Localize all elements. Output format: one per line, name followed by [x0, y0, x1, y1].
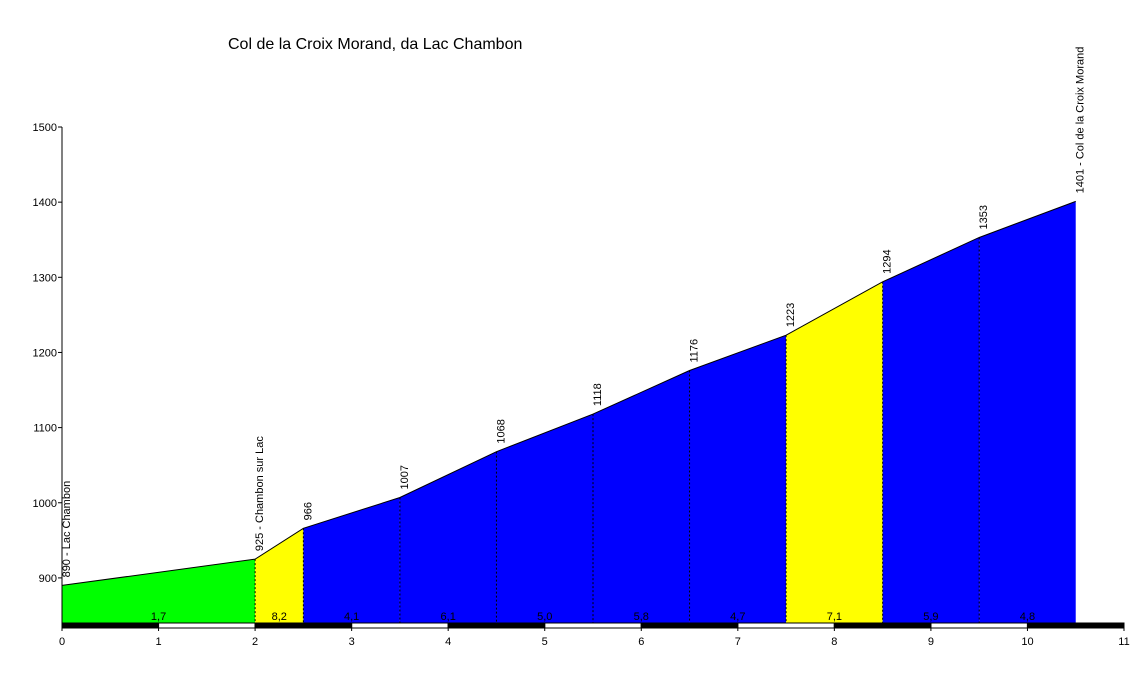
y-tick-label: 1500: [33, 122, 57, 134]
x-tick-label: 11: [1118, 636, 1129, 648]
km-scale-block: [930, 622, 1028, 629]
gradient-label: 5,9: [923, 611, 938, 623]
segment-area-7: [689, 335, 787, 623]
segment-area-3: [303, 497, 400, 623]
x-tick-label: 4: [445, 636, 451, 648]
segment-area-10: [979, 201, 1076, 623]
y-tick-label: 1300: [33, 272, 57, 284]
segment-area-9: [882, 237, 980, 624]
gradient-label: 1,7: [151, 611, 166, 623]
segment-area-5: [496, 414, 593, 623]
point-elevation-label: 966: [302, 502, 314, 520]
axes: 900 1000 1100 1200 1300 1400 1500: [33, 122, 63, 623]
gradient-label: 5,8: [634, 611, 649, 623]
segment-area-1: [62, 559, 256, 623]
y-tick-label: 1200: [33, 347, 57, 359]
km-dividers: [254, 237, 980, 623]
gradient-label: 8,2: [272, 611, 287, 623]
point-elevation-label: 1353: [978, 205, 990, 229]
km-scale-block: [447, 622, 546, 629]
point-elevation-label: 1007: [399, 465, 411, 489]
profile-areas: [61, 200, 1076, 624]
km-scale-block: [254, 622, 353, 629]
km-scale-bar: 0 1 2 3 4 5 6 7 8 9 10 11: [59, 622, 1130, 648]
km-scale-block: [640, 622, 739, 629]
gradient-labels: 1,7 8,2 4,1 6,1 5,0 5,8 4,7 7,1 5,9 4,8: [151, 611, 1035, 623]
gradient-label: 4,7: [730, 611, 745, 623]
km-scale-block: [351, 622, 449, 629]
km-scale-block: [737, 622, 835, 629]
y-tick-label: 1100: [33, 423, 57, 435]
km-scale-block: [544, 622, 642, 629]
x-tick-label: 1: [155, 636, 161, 648]
km-scale-block: [158, 622, 256, 629]
x-tick-label: 3: [349, 636, 355, 648]
km-scale-block: [833, 622, 932, 629]
gradient-label: 7,1: [827, 611, 842, 623]
chart-title: Col de la Croix Morand, da Lac Chambon: [228, 36, 522, 53]
y-tick-label: 900: [39, 573, 57, 585]
point-elevation-label: 1118: [592, 383, 604, 406]
segment-area-6: [593, 370, 690, 623]
point-elevation-label: 890 - Lac Chambon: [61, 481, 73, 578]
point-elevation-label: 1068: [495, 419, 507, 443]
point-elevation-label: 1223: [785, 303, 797, 327]
segment-area-4: [399, 451, 497, 623]
km-scale-block: [1026, 622, 1125, 629]
x-tick-label: 5: [542, 636, 548, 648]
y-tick-label: 1000: [33, 498, 57, 510]
point-elevation-label: 1294: [882, 249, 894, 273]
x-tick-label: 9: [928, 636, 934, 648]
segment-area-8: [786, 281, 883, 623]
x-tick-label: 7: [735, 636, 741, 648]
y-tick-label: 1400: [33, 197, 57, 209]
point-labels: 890 - Lac Chambon 925 - Chambon sur Lac 96…: [61, 47, 1087, 578]
gradient-label: 6,1: [441, 611, 456, 623]
x-tick-label: 2: [252, 636, 258, 648]
gradient-label: 5,0: [537, 611, 552, 623]
point-elevation-label: 1176: [689, 339, 701, 363]
x-tick-label: 6: [638, 636, 644, 648]
x-tick-label: 10: [1021, 636, 1033, 648]
gradient-label: 4,8: [1020, 611, 1035, 623]
gradient-label: 4,1: [344, 611, 359, 623]
km-scale-block: [61, 622, 160, 629]
point-elevation-label: 1401 - Col de la Croix Morand: [1075, 47, 1087, 194]
x-tick-label: 8: [831, 636, 837, 648]
x-tick-label: 0: [59, 636, 65, 648]
point-elevation-label: 925 - Chambon sur Lac: [254, 436, 266, 551]
